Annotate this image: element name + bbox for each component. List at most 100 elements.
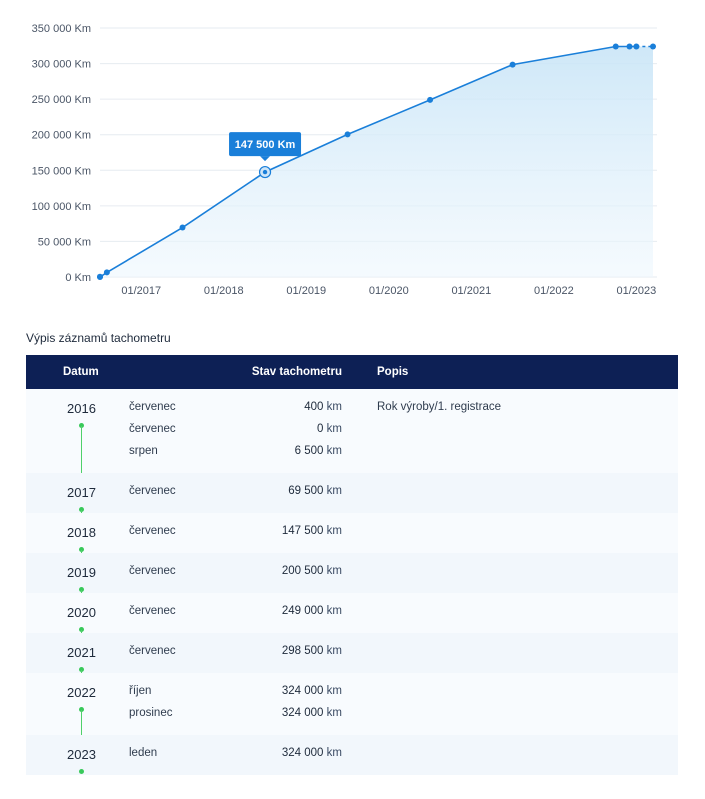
- section-title: Výpis záznamů tachometru: [26, 331, 171, 345]
- year-label: 2017: [67, 485, 96, 500]
- table-header: Datum Stav tachometru Popis: [26, 355, 678, 389]
- month-cell: červenec: [129, 525, 176, 537]
- month-cell: červenec: [129, 645, 176, 657]
- table-row: červenec 69 500 km: [26, 483, 678, 501]
- odometer-unit: km: [326, 485, 342, 497]
- odometer-unit: km: [326, 445, 342, 457]
- odometer-unit: km: [326, 645, 342, 657]
- timeline-dot: [79, 587, 84, 592]
- month-cell: červenec: [129, 423, 176, 435]
- table-row: leden 324 000 km: [26, 745, 678, 763]
- odometer-value: 6 500: [294, 445, 324, 457]
- y-tick-label: 300 000 Km: [32, 59, 91, 71]
- odometer-cell: 69 500 km: [288, 485, 342, 497]
- y-tick-label: 200 000 Km: [32, 130, 91, 142]
- year-group-2016: 2016 červenec 400 km Rok výroby/1. registra…: [26, 389, 678, 489]
- x-tick-label: 01/2023: [616, 285, 656, 297]
- year-label: 2016: [67, 401, 96, 416]
- table-row: srpen 6 500 km: [26, 443, 678, 461]
- odometer-value: 324 000: [281, 685, 324, 697]
- month-cell: červenec: [129, 565, 176, 577]
- chart-point: [509, 61, 516, 68]
- y-tick-label: 100 000 Km: [32, 201, 91, 213]
- chart-point: [103, 269, 110, 276]
- odometer-unit: km: [326, 565, 342, 577]
- odometer-unit: km: [326, 605, 342, 617]
- odometer-cell: 6 500 km: [295, 445, 342, 457]
- odometer-value: 147 500: [281, 525, 324, 537]
- x-tick-label: 01/2021: [451, 285, 491, 297]
- month-cell: říjen: [129, 685, 152, 697]
- odometer-table: Datum Stav tachometru Popis 2016 červenec…: [26, 355, 678, 775]
- header-odometer: Stav tachometru: [251, 366, 342, 378]
- odometer-cell: 400 km: [304, 401, 342, 413]
- tooltip-box: [229, 132, 302, 157]
- chart-point: [97, 274, 103, 280]
- tooltip-label: 147 500 Km: [235, 139, 296, 151]
- chart-point: [626, 43, 633, 50]
- chart-point: [344, 131, 351, 138]
- header-description: Popis: [377, 366, 409, 378]
- timeline-dot: [79, 423, 84, 428]
- odometer-unit: km: [326, 707, 342, 719]
- tooltip-pointer: [260, 156, 271, 162]
- month-cell: leden: [129, 747, 158, 759]
- odometer-chart: 350 000 Km 300 000 Km 250 000 Km 200 000 Km…: [32, 23, 657, 297]
- year-label: 2021: [67, 645, 96, 660]
- table-row: červenec 249 000 km: [26, 603, 678, 621]
- y-axis: 350 000 Km 300 000 Km 250 000 Km 200 000 Km…: [32, 23, 91, 284]
- chart-point: [633, 43, 640, 50]
- odometer-value: 324 000: [281, 707, 324, 719]
- odometer-cell: 324 000 km: [282, 685, 342, 697]
- year-label: 2023: [67, 747, 96, 762]
- table-row: prosinec 324 000 km: [26, 705, 678, 723]
- odometer-value: 400: [304, 401, 324, 413]
- x-tick-label: 01/2018: [204, 285, 244, 297]
- x-tick-label: 01/2017: [121, 285, 161, 297]
- month-cell: červenec: [129, 485, 176, 497]
- odometer-unit: km: [326, 401, 342, 413]
- odometer-unit: km: [326, 685, 342, 697]
- year-group-2023: 2023 leden 324 000 km: [26, 735, 678, 775]
- odometer-value: 324 000: [281, 747, 324, 759]
- timeline-dot: [79, 707, 84, 712]
- year-group-2017: 2017 červenec 69 500 km: [26, 473, 678, 529]
- odometer-cell: 298 500 km: [282, 645, 342, 657]
- odometer-cell: 249 000 km: [282, 605, 342, 617]
- timeline-dot: [79, 667, 84, 672]
- timeline-dot: [79, 507, 84, 512]
- table-row: červenec 147 500 km: [26, 523, 678, 541]
- year-label: 2020: [67, 605, 96, 620]
- odometer-cell: 324 000 km: [282, 707, 342, 719]
- table-row: červenec 400 km Rok výroby/1. registrace: [26, 399, 678, 417]
- month-cell: červenec: [129, 605, 176, 617]
- y-tick-label: 350 000 Km: [32, 23, 91, 35]
- timeline-dot: [79, 547, 84, 552]
- odometer-unit: km: [326, 423, 342, 435]
- year-group-2022: 2022 říjen 324 000 km prosinec 324 000 km: [26, 673, 678, 751]
- month-cell: srpen: [129, 445, 158, 457]
- odometer-unit: km: [326, 747, 342, 759]
- odometer-value: 298 500: [281, 645, 324, 657]
- odometer-cell: 147 500 km: [282, 525, 342, 537]
- y-tick-label: 150 000 Km: [32, 165, 91, 177]
- table-row: červenec 0 km: [26, 421, 678, 439]
- x-axis: 01/2017 01/2018 01/2019 01/2020 01/2021 01/20…: [121, 285, 656, 297]
- chart-area-fill: [100, 46, 653, 277]
- timeline-dot: [79, 627, 84, 632]
- odometer-unit: km: [326, 525, 342, 537]
- year-label: 2018: [67, 525, 96, 540]
- timeline-line: [81, 426, 82, 489]
- x-tick-label: 01/2019: [286, 285, 326, 297]
- table-row: červenec 298 500 km: [26, 643, 678, 661]
- chart-point: [612, 43, 619, 50]
- month-cell: prosinec: [129, 707, 173, 719]
- tooltip-highlight-dot: [262, 169, 268, 175]
- y-tick-label: 0 Km: [65, 272, 91, 284]
- year-group-2019: 2019 červenec 200 500 km: [26, 553, 678, 609]
- odometer-cell: 200 500 km: [282, 565, 342, 577]
- header-date: Datum: [63, 366, 99, 378]
- year-label: 2019: [67, 565, 96, 580]
- month-cell: červenec: [129, 401, 176, 413]
- table-row: červenec 200 500 km: [26, 563, 678, 581]
